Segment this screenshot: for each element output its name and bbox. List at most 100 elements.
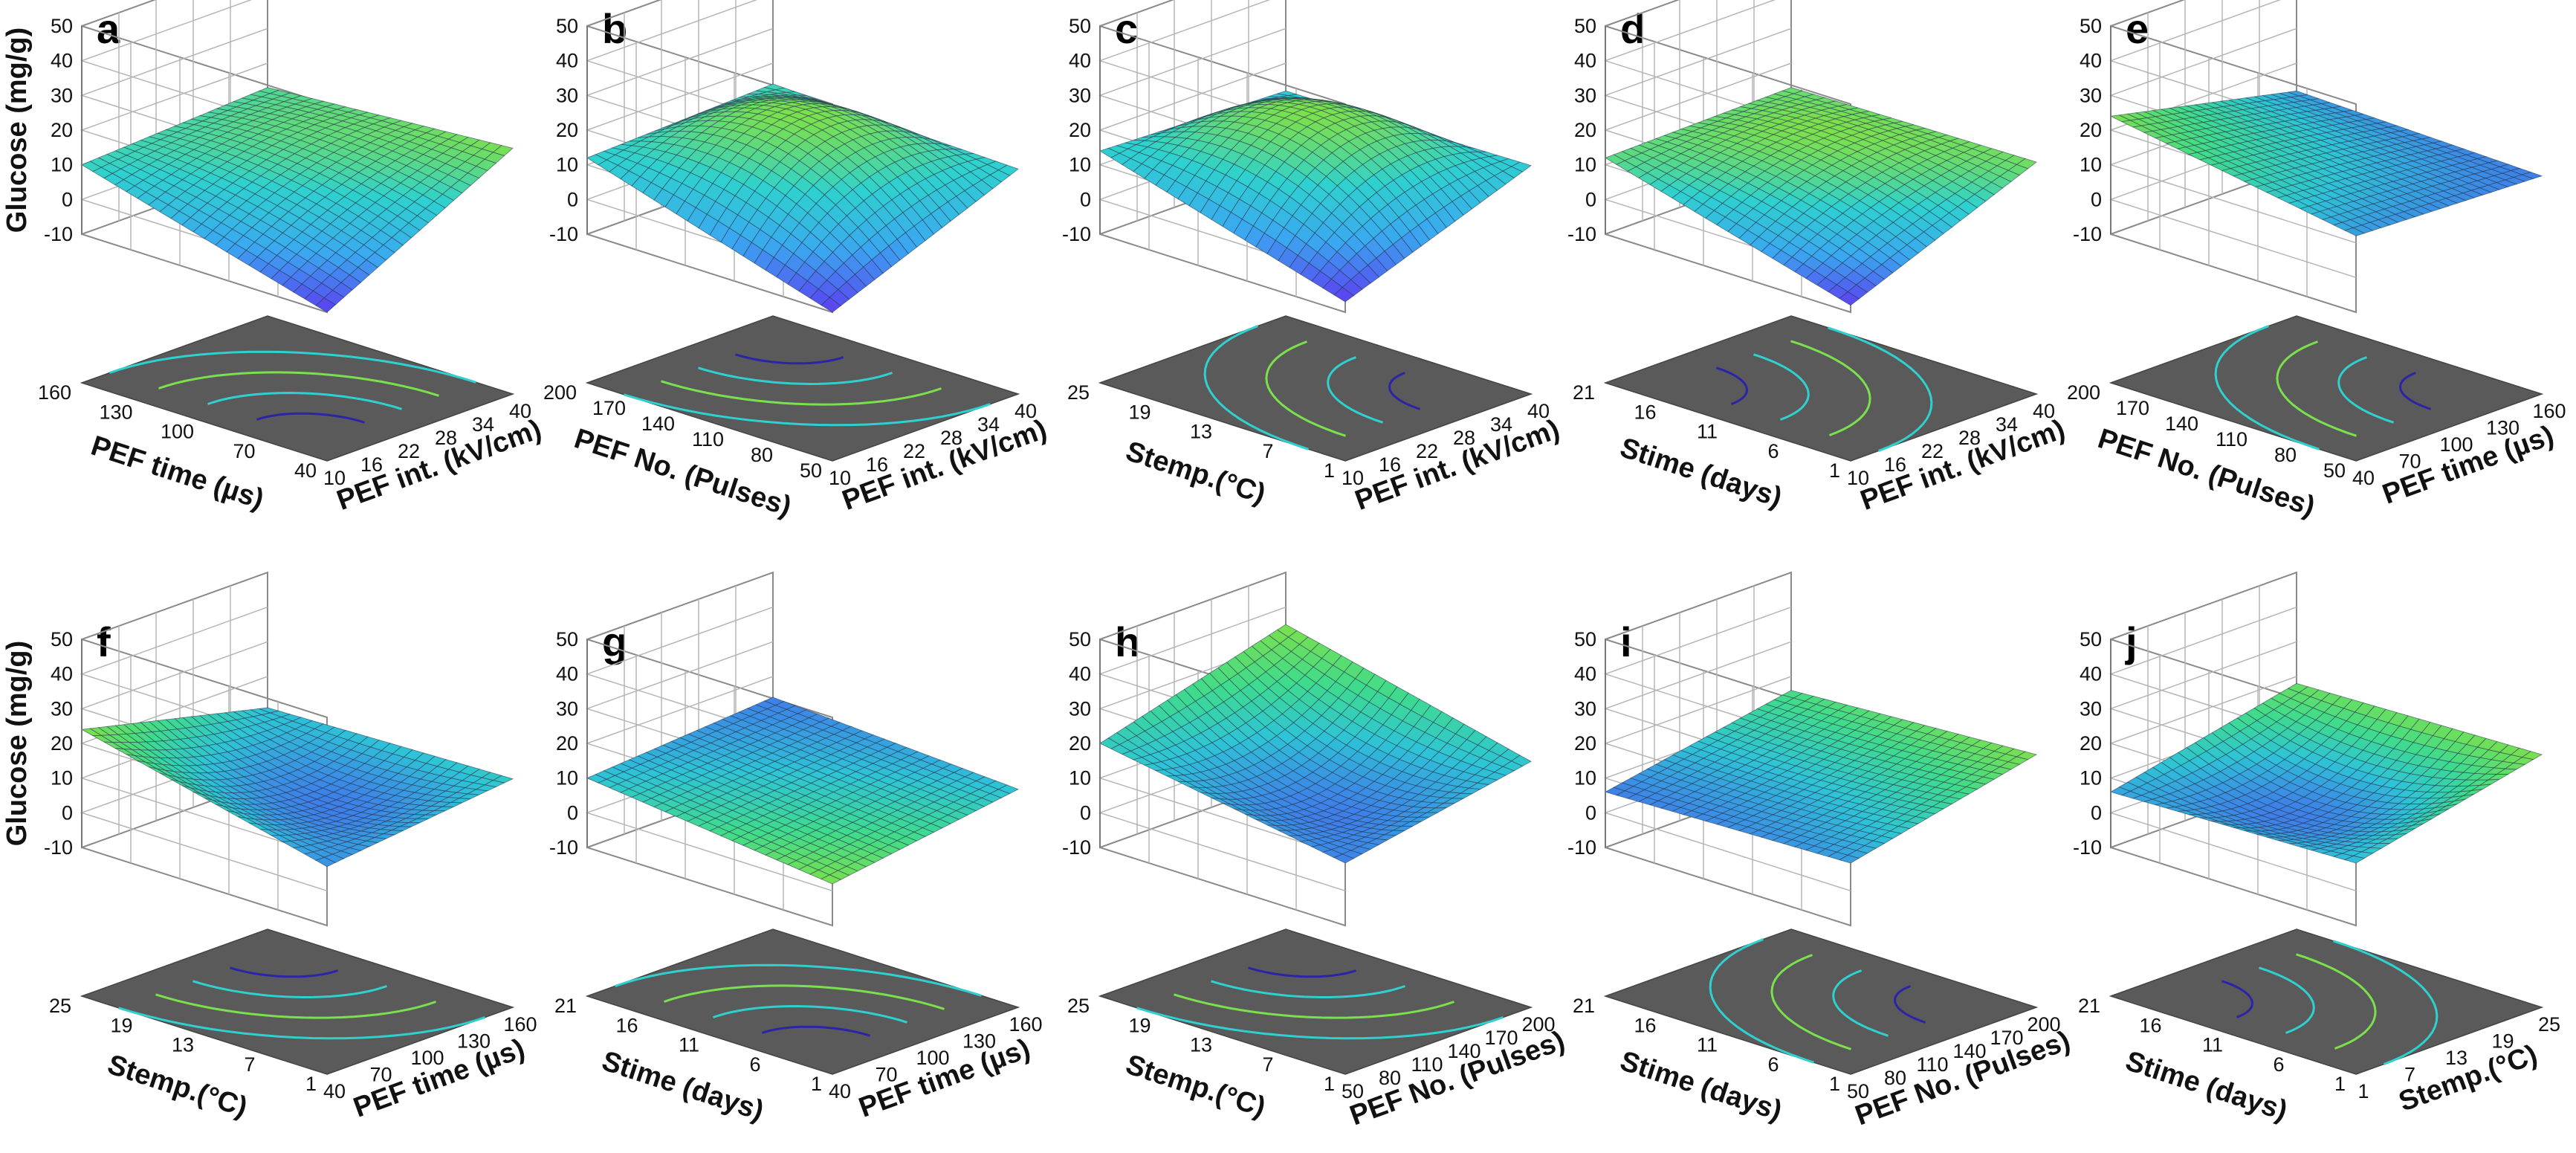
y-axis-label: Stemp.(°C) <box>104 1049 251 1123</box>
x-tick-label: 22 <box>398 440 420 462</box>
y-tick-label: 21 <box>554 995 577 1017</box>
y-tick-label: 170 <box>2116 397 2149 419</box>
y-tick-label: 13 <box>1190 1034 1212 1056</box>
x-tick-label: 34 <box>1490 413 1512 436</box>
x-tick-label: 40 <box>323 1080 346 1102</box>
contour-line <box>118 1007 485 1040</box>
z-tick-label: 0 <box>62 801 73 824</box>
x-tick-label: 22 <box>903 440 925 462</box>
x-tick-label: 40 <box>509 400 531 422</box>
y-tick-label: 6 <box>1767 440 1779 462</box>
surface <box>81 87 514 313</box>
x-tick-label: 10 <box>829 467 851 489</box>
z-tick-label: -10 <box>549 836 578 859</box>
z-tick-label: 50 <box>556 15 578 37</box>
z-tick-label: 10 <box>556 767 578 789</box>
z-tick-label: 0 <box>567 801 578 824</box>
y-tick-label: 11 <box>1697 1034 1718 1056</box>
z-tick-label: 50 <box>1574 15 1596 37</box>
x-tick-label: 130 <box>457 1030 491 1053</box>
surface-cell <box>492 775 514 784</box>
x-tick-label: 16 <box>1884 453 1906 476</box>
y-axis-label: Stime (days) <box>598 1045 768 1127</box>
y-tick-label: 19 <box>110 1014 132 1036</box>
panel-letter: f <box>97 619 111 665</box>
y-tick-label: 25 <box>1067 995 1090 1017</box>
contour-line <box>735 353 844 365</box>
z-tick-label: 10 <box>2080 154 2102 176</box>
z-tick-label: 20 <box>1574 119 1596 141</box>
z-tick-label: 40 <box>1574 663 1596 685</box>
z-tick-label: 20 <box>51 732 73 755</box>
z-tick-label: 10 <box>1069 154 1091 176</box>
floor-contours <box>624 353 991 427</box>
floor-contours <box>2214 325 2431 450</box>
floor-contours <box>109 350 476 424</box>
y-tick-label: 110 <box>2216 428 2247 450</box>
z-tick-label: 50 <box>51 15 73 37</box>
z-tick-label: 40 <box>51 663 73 685</box>
surface-cell <box>492 145 514 156</box>
y-axis-label: Stime (days) <box>1617 432 1786 514</box>
z-tick-label: -10 <box>1062 836 1091 859</box>
y-tick-label: 19 <box>1128 1014 1151 1036</box>
x-tick-label: 10 <box>1847 467 1869 489</box>
x-tick-label: 160 <box>503 1013 537 1036</box>
z-tick-label: 30 <box>1574 84 1596 106</box>
y-tick-label: 1 <box>1829 459 1840 482</box>
x-tick-label: 16 <box>1379 453 1401 476</box>
y-tick-label: 50 <box>800 459 822 482</box>
contour-line <box>661 380 942 406</box>
y-tick-label: 200 <box>543 381 577 404</box>
z-tick-label: 30 <box>51 697 73 720</box>
y-tick-label: 80 <box>2274 444 2297 466</box>
x-tick-label: 40 <box>1014 400 1037 422</box>
surface <box>2109 682 2543 864</box>
surface <box>1604 690 2038 864</box>
z-tick-label: 40 <box>556 50 578 72</box>
x-tick-label: 16 <box>866 453 888 476</box>
z-tick-label: -10 <box>1062 223 1091 245</box>
x-tick-label: 40 <box>2033 400 2055 422</box>
contour-floor <box>585 315 1020 462</box>
floor-contours <box>118 966 485 1040</box>
y-tick-label: 40 <box>294 459 317 482</box>
z-tick-label: 30 <box>1069 84 1091 106</box>
y-tick-label: 11 <box>679 1034 699 1056</box>
z-tick-label: 50 <box>1069 15 1091 37</box>
contour-line <box>207 391 402 410</box>
x-tick-label: 40 <box>2352 467 2375 489</box>
panel-letter: a <box>97 5 120 52</box>
z-tick-label: -10 <box>44 223 73 245</box>
contour-line <box>155 993 436 1019</box>
z-tick-label: 30 <box>556 84 578 106</box>
y-tick-label: 25 <box>1067 381 1090 404</box>
contour-line <box>2214 325 2320 450</box>
y-tick-label: 13 <box>1190 421 1212 443</box>
y-tick-label: 50 <box>2323 459 2346 482</box>
y-tick-label: 21 <box>1573 995 1595 1017</box>
x-tick-label: 40 <box>1527 400 1550 422</box>
y-tick-label: 110 <box>692 428 724 450</box>
contour-line <box>713 1004 907 1024</box>
x-tick-label: 10 <box>1342 467 1364 489</box>
z-tick-label: 50 <box>1069 628 1091 650</box>
y-tick-label: 7 <box>1262 440 1273 462</box>
x-tick-label: 28 <box>1958 427 1981 449</box>
y-axis-label: Stemp.(°C) <box>1122 436 1269 510</box>
z-tick-label: 30 <box>556 697 578 720</box>
z-tick-label: 20 <box>1574 732 1596 755</box>
x-tick-label: 40 <box>829 1080 851 1102</box>
y-tick-label: 1 <box>811 1073 822 1095</box>
contour-line <box>192 980 387 999</box>
